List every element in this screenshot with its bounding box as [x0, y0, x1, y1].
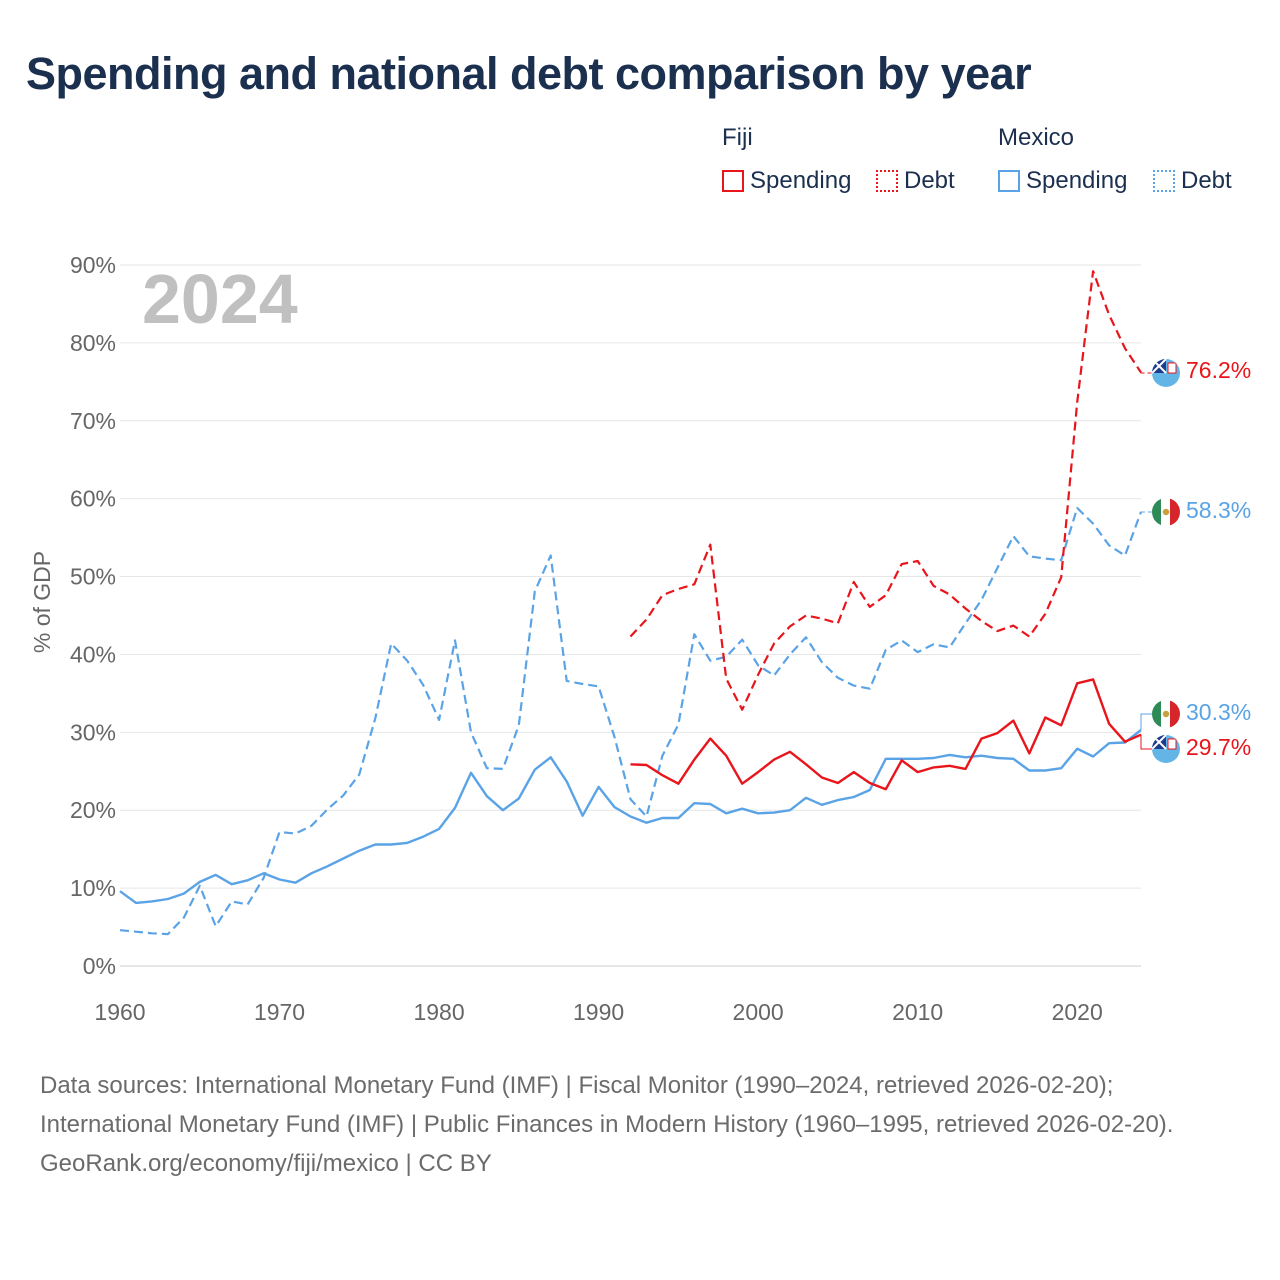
legend-item-fiji-spending[interactable]: Spending — [722, 166, 851, 196]
mexico-flag-icon — [1152, 498, 1180, 526]
x-tick-label: 2010 — [892, 999, 943, 1025]
leader-line — [1140, 372, 1152, 374]
x-tick-label: 1990 — [573, 999, 624, 1025]
y-tick-label: 80% — [70, 330, 116, 356]
line-chart: 0%10%20%30%40%50%60%70%80%90% 1960 1970 19… — [29, 252, 1251, 1025]
y-tick-label: 40% — [70, 641, 116, 667]
x-tick-label: 1980 — [413, 999, 464, 1025]
x-tick-label: 1960 — [94, 999, 145, 1025]
x-axis: 1960 1970 1980 1990 2000 2010 2020 — [94, 999, 1102, 1025]
y-axis-title: % of GDP — [29, 551, 55, 653]
legend-item-fiji-debt[interactable]: Debt — [876, 166, 955, 196]
end-label-fiji-debt: 76.2% — [1186, 357, 1251, 383]
end-label-fiji-spending: 29.7% — [1186, 734, 1251, 760]
legend-group-fiji: Fiji — [722, 124, 753, 151]
year-watermark: 2024 — [142, 260, 298, 338]
end-label-mexico-spending: 30.3% — [1186, 699, 1251, 725]
legend-item-mexico-spending[interactable]: Spending — [998, 166, 1127, 196]
x-tick-label: 2020 — [1052, 999, 1103, 1025]
series-line-mexico-spending — [119, 729, 1142, 905]
legend-swatch-dotted-blue — [1153, 170, 1175, 192]
y-tick-label: 30% — [70, 719, 116, 745]
y-tick-label: 50% — [70, 564, 116, 590]
legend-swatch-solid-red — [722, 170, 744, 192]
mexico-flag-icon — [1152, 700, 1180, 728]
legend-group-mexico: Mexico — [998, 124, 1075, 151]
series-layer — [119, 270, 1152, 936]
series-line-mexico-debt — [119, 506, 1143, 936]
leader-line — [1140, 713, 1152, 730]
footer: Data sources: International Monetary Fun… — [40, 1066, 1240, 1183]
legend-swatch-solid-blue — [998, 170, 1020, 192]
y-axis: 0% 10% 20% 30% 40% 50% 60% 70% 80% 90% — [70, 252, 116, 979]
legend-label: Debt — [904, 167, 955, 194]
y-tick-label: 10% — [70, 875, 116, 901]
leader-line — [1140, 734, 1152, 750]
legend-label: Debt — [1181, 167, 1232, 194]
series-line-fiji-debt — [629, 270, 1142, 711]
x-tick-label: 1970 — [254, 999, 305, 1025]
credit-link[interactable]: GeoRank.org/economy/fiji/mexico | CC BY — [40, 1150, 492, 1177]
legend-swatch-dotted-red — [876, 170, 898, 192]
fiji-flag-icon — [1152, 735, 1180, 763]
legend-item-mexico-debt[interactable]: Debt — [1153, 166, 1232, 196]
x-tick-label: 2000 — [733, 999, 784, 1025]
y-tick-label: 60% — [70, 486, 116, 512]
y-tick-label: 70% — [70, 408, 116, 434]
legend-label: Spending — [750, 167, 852, 194]
legend-label: Spending — [1026, 167, 1128, 194]
end-label-mexico-debt: 58.3% — [1186, 497, 1251, 523]
series-line-fiji-spending — [630, 678, 1142, 791]
data-sources: Data sources: International Monetary Fun… — [40, 1072, 1174, 1138]
grid-lines — [120, 264, 1141, 967]
y-tick-label: 20% — [70, 797, 116, 823]
end-markers: 76.2% 58.3% 30.3% 29.7% — [1152, 357, 1251, 763]
y-tick-label: 90% — [70, 252, 116, 278]
page-title: Spending and national debt comparison by… — [26, 48, 1032, 99]
fiji-flag-icon — [1152, 359, 1180, 387]
y-tick-label: 0% — [83, 953, 116, 979]
